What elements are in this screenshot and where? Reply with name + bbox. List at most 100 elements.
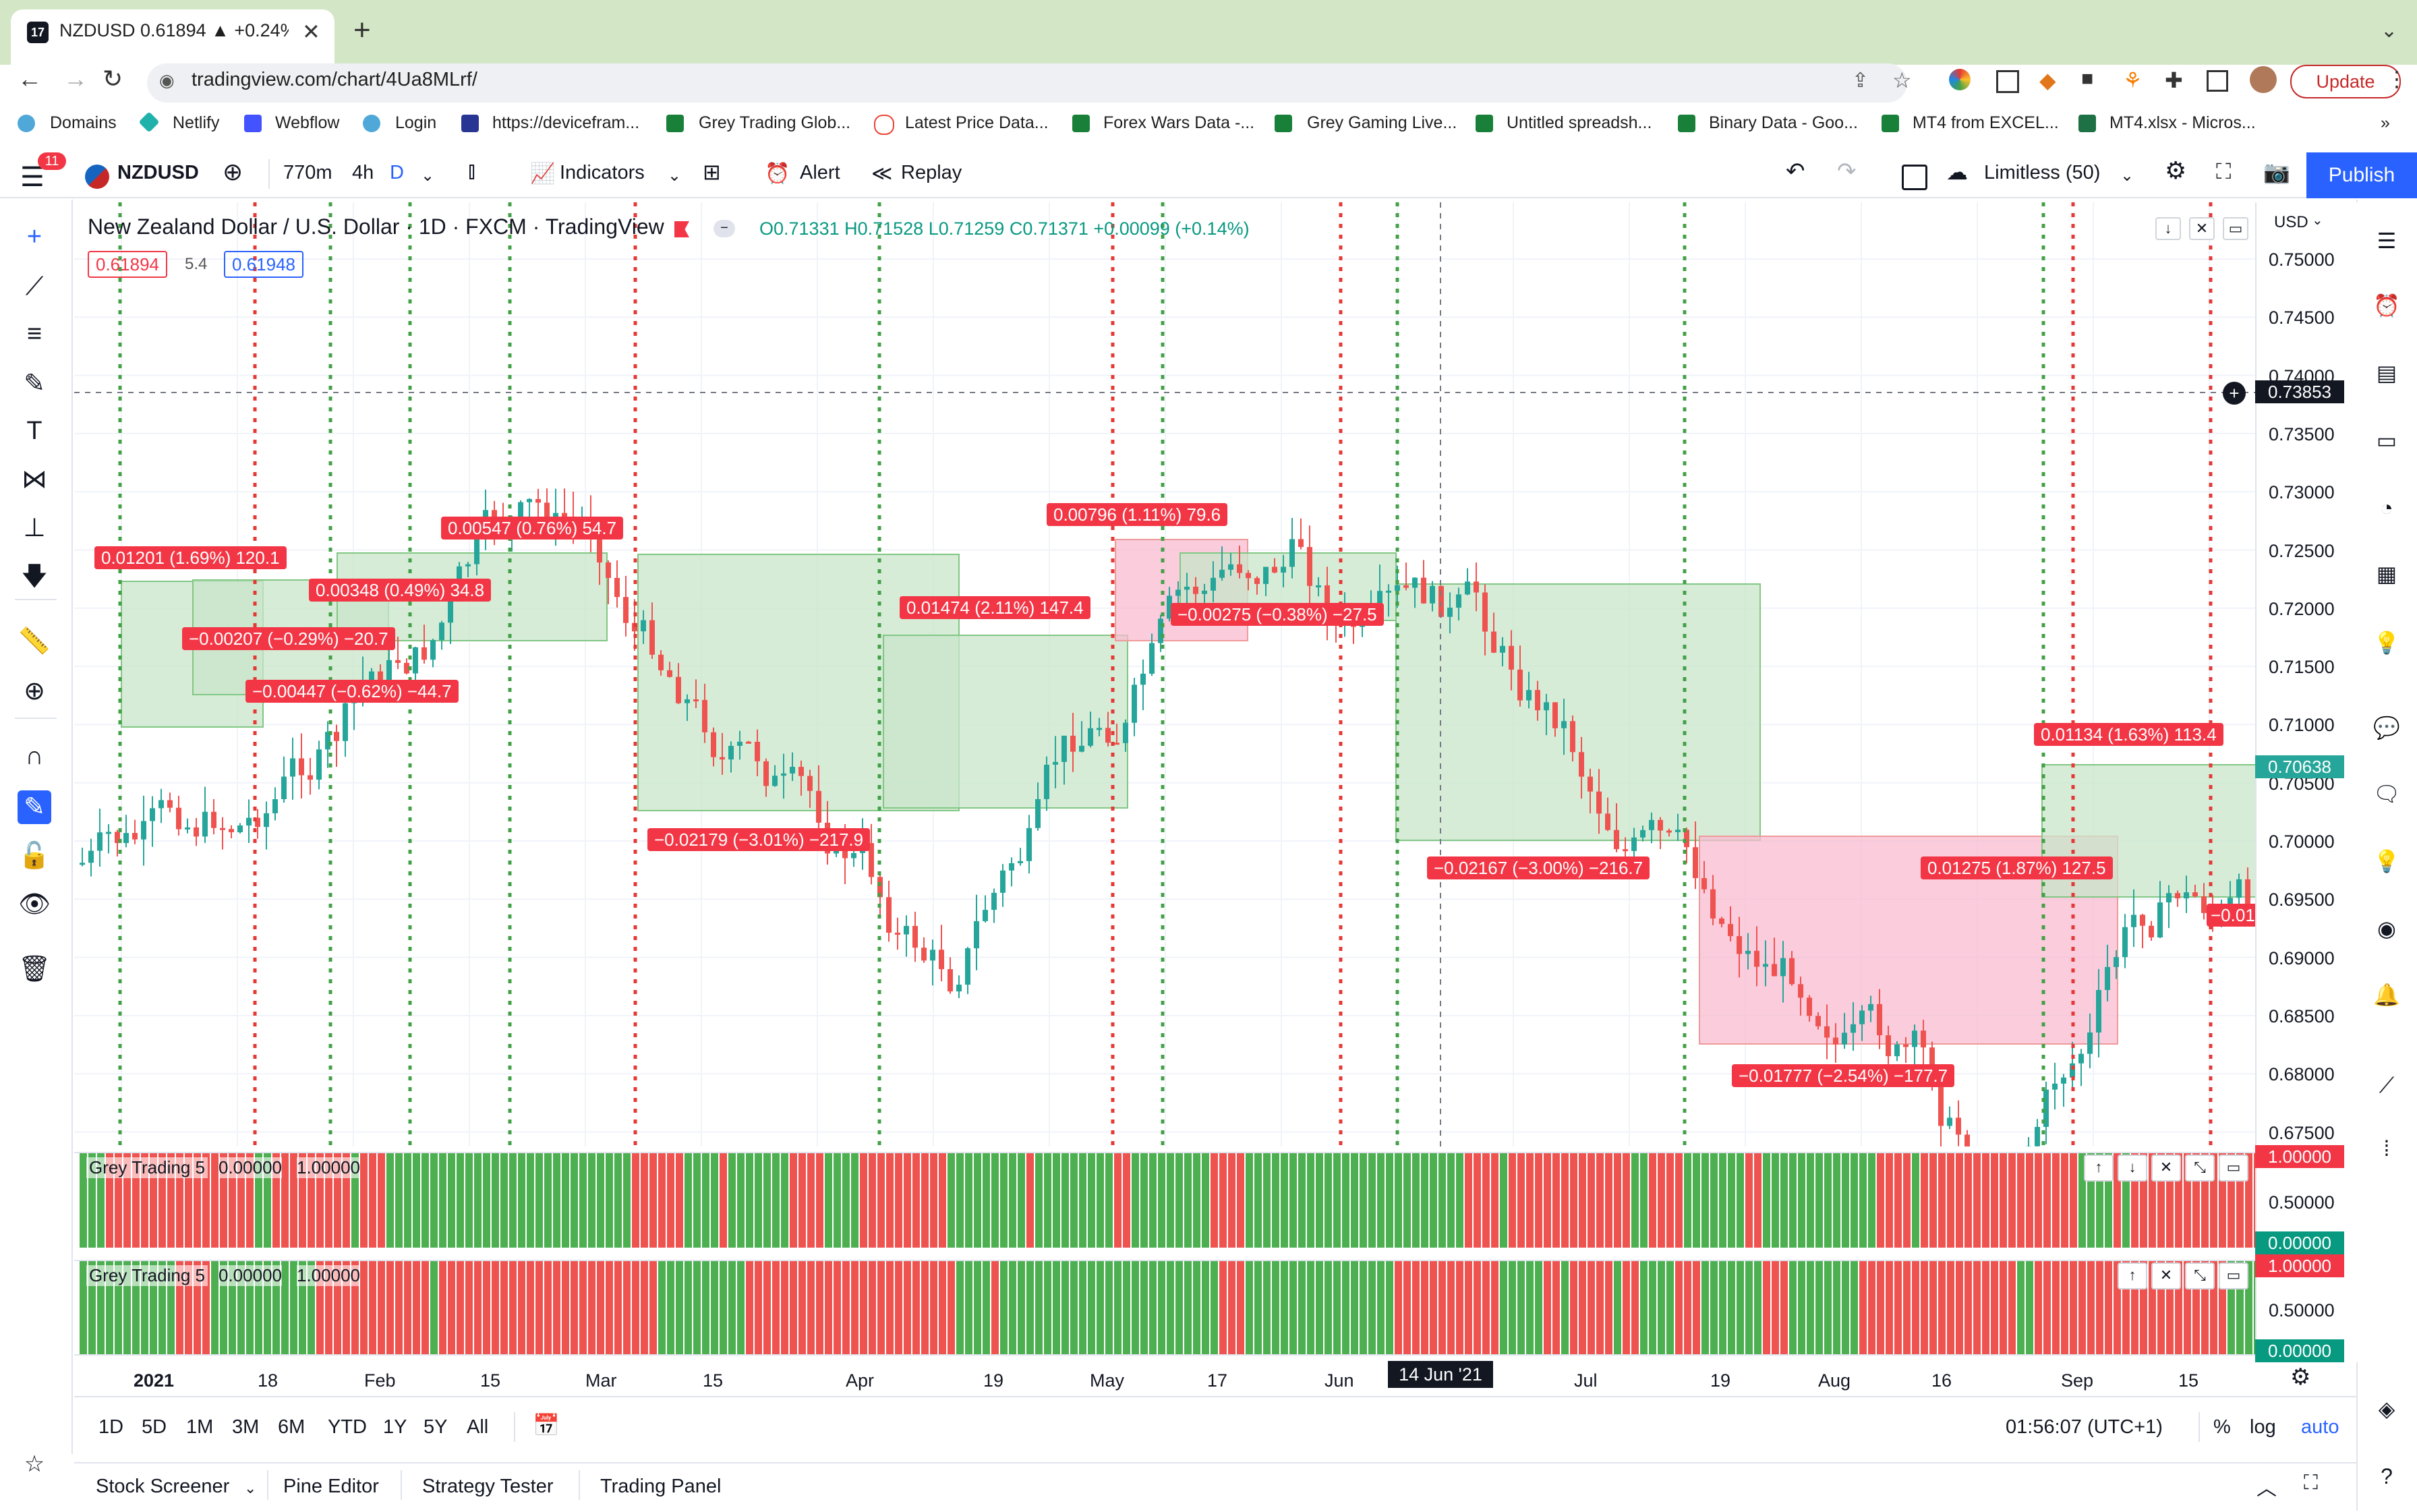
- percent-scale-toggle[interactable]: %: [2213, 1416, 2231, 1438]
- crosshair-icon[interactable]: +: [18, 220, 51, 254]
- favorites-star-icon[interactable]: ☆: [18, 1447, 51, 1481]
- pane-2-collapse-icon[interactable]: ⤡: [2185, 1262, 2215, 1289]
- replay-button[interactable]: Replay: [901, 162, 962, 184]
- bookmark-netlify[interactable]: Netlify: [173, 113, 219, 133]
- publish-button[interactable]: Publish: [2306, 152, 2417, 198]
- text-tool-icon[interactable]: T: [18, 414, 51, 448]
- main-chart-pane[interactable]: [74, 202, 2255, 1146]
- layers-icon[interactable]: ◈: [2371, 1393, 2402, 1424]
- tab-stock-screener[interactable]: Stock Screener: [96, 1476, 229, 1498]
- forward-icon[interactable]: →: [63, 65, 88, 93]
- redo-icon[interactable]: ↷: [1837, 158, 1857, 185]
- range-6m[interactable]: 6M: [278, 1416, 305, 1438]
- layout-dropdown-icon[interactable]: ⌄: [2120, 166, 2134, 185]
- screener-dropdown-icon[interactable]: ⌄: [244, 1480, 256, 1497]
- range-label-7[interactable]: 0.01474 (2.11%) 147.4: [900, 596, 1090, 619]
- bookmark-domains[interactable]: Domains: [50, 113, 117, 133]
- site-info-icon[interactable]: ◉: [159, 70, 175, 91]
- lock-icon[interactable]: 🔓: [18, 839, 51, 873]
- range-label-9[interactable]: −0.02179 (−3.01%) −217.9: [647, 828, 870, 851]
- bid-price-button[interactable]: 0.61894: [88, 251, 167, 278]
- tab-trading-panel[interactable]: Trading Panel: [600, 1476, 721, 1498]
- chats-icon[interactable]: 💬: [2371, 712, 2402, 743]
- range-all[interactable]: All: [467, 1416, 488, 1438]
- range-label-12[interactable]: 0.01275 (1.87%) 127.5: [1921, 856, 2113, 879]
- range-5y[interactable]: 5Y: [424, 1416, 447, 1438]
- notifications-bell-icon[interactable]: 🔔: [2371, 979, 2402, 1010]
- bookmark-forex-wars[interactable]: Forex Wars Data -...: [1103, 113, 1254, 133]
- auto-scale-toggle[interactable]: auto: [2301, 1416, 2339, 1438]
- settings-gear-icon[interactable]: ⚙: [2165, 156, 2186, 185]
- ideas-stream-icon[interactable]: 💡: [2371, 846, 2402, 877]
- symbol-search-button[interactable]: NZDUSD: [117, 162, 199, 184]
- watchlist-icon[interactable]: ☰: [2371, 225, 2402, 256]
- range-1d[interactable]: 1D: [98, 1416, 123, 1438]
- trading-icon[interactable]: ⟋: [2371, 1070, 2402, 1101]
- range-label-11[interactable]: −0.01777 (−2.54%) −177.7: [1732, 1064, 1954, 1087]
- back-icon[interactable]: ←: [18, 65, 42, 93]
- log-scale-toggle[interactable]: log: [2250, 1416, 2276, 1438]
- alert-button[interactable]: Alert: [800, 162, 840, 184]
- maximize-panel-icon[interactable]: ⛶: [2304, 1472, 2318, 1494]
- trash-icon[interactable]: 🗑: [18, 952, 51, 986]
- metamask-icon[interactable]: ◆: [2039, 67, 2056, 93]
- fullscreen-box-icon[interactable]: [1902, 165, 1927, 190]
- undo-icon[interactable]: ↶: [1786, 158, 1805, 185]
- range-1y[interactable]: 1Y: [383, 1416, 407, 1438]
- pane-1-close-icon[interactable]: ✕: [2151, 1155, 2181, 1182]
- bookmark-latest-price[interactable]: Latest Price Data...: [905, 113, 1049, 133]
- indicators-dropdown-icon[interactable]: ⌄: [668, 166, 681, 185]
- bookmark-star-icon[interactable]: ☆: [1892, 67, 1912, 93]
- interval-4h[interactable]: 4h: [352, 162, 374, 184]
- bookmark-grey-trading[interactable]: Grey Trading Glob...: [699, 113, 850, 133]
- measure-icon[interactable]: ⊥: [18, 511, 51, 545]
- pane-2-close-icon[interactable]: ✕: [2151, 1262, 2181, 1289]
- candles-chart-type-icon[interactable]: ⫾: [468, 158, 475, 184]
- news-icon[interactable]: ▤: [2371, 357, 2402, 388]
- more-bookmarks-icon[interactable]: »: [2381, 113, 2390, 133]
- pane-1-collapse-icon[interactable]: ⤡: [2185, 1155, 2215, 1182]
- pane-move-down-icon[interactable]: ↓: [2155, 217, 2181, 240]
- range-label-8[interactable]: −0.00275 (−0.38%) −27.5: [1171, 603, 1384, 626]
- ask-price-button[interactable]: 0.61948: [224, 251, 303, 278]
- bookmark-mt4-excel[interactable]: MT4 from EXCEL...: [1913, 113, 2059, 133]
- tab-list-chevron-icon[interactable]: ⌄: [2381, 19, 2397, 42]
- streams-icon[interactable]: ◉: [2371, 913, 2402, 944]
- tab-strategy-tester[interactable]: Strategy Tester: [422, 1476, 554, 1498]
- ruler-icon[interactable]: 📏: [18, 624, 51, 658]
- extension-orange-icon[interactable]: ⚘: [2123, 67, 2143, 93]
- bookmark-webflow[interactable]: Webflow: [275, 113, 339, 133]
- range-3m[interactable]: 3M: [232, 1416, 259, 1438]
- range-label-5[interactable]: −0.00447 (−0.62%) −44.7: [245, 680, 459, 703]
- zoom-icon[interactable]: ⊕: [18, 674, 51, 708]
- range-label-14[interactable]: −0.01: [2207, 904, 2259, 927]
- time-axis[interactable]: [74, 1354, 2255, 1395]
- messages-icon[interactable]: 🗨: [2371, 778, 2402, 809]
- pane-collapse-icon[interactable]: ✕: [2189, 217, 2215, 240]
- browser-menu-icon[interactable]: ⋮: [2386, 66, 2408, 92]
- clock-timezone[interactable]: 01:56:07 (UTC+1): [2006, 1416, 2163, 1438]
- currency-selector[interactable]: USD: [2274, 213, 2308, 232]
- pane-1-maximize-icon[interactable]: ▭: [2219, 1155, 2248, 1182]
- bookmark-mt4-xlsx[interactable]: MT4.xlsx - Micros...: [2109, 113, 2256, 133]
- stay-in-drawing-mode-icon[interactable]: ✎: [18, 790, 51, 824]
- magnet-icon[interactable]: ∩: [18, 739, 51, 773]
- go-to-date-icon[interactable]: 📅: [533, 1412, 560, 1438]
- range-label-1[interactable]: 0.01201 (1.69%) 120.1: [94, 546, 287, 569]
- indicators-button[interactable]: Indicators: [560, 162, 645, 184]
- brush-icon[interactable]: ✎: [18, 367, 51, 401]
- extension-dark-icon[interactable]: ■: [2081, 67, 2093, 90]
- axis-settings-gear-icon[interactable]: ⚙: [2290, 1364, 2310, 1391]
- bookmark-untitled[interactable]: Untitled spreadsh...: [1507, 113, 1652, 133]
- pane-2-maximize-icon[interactable]: ▭: [2219, 1262, 2248, 1289]
- range-label-13[interactable]: 0.01134 (1.63%) 113.4: [2034, 723, 2223, 746]
- layout-name-button[interactable]: Limitless (50): [1984, 162, 2100, 184]
- extensions-puzzle-icon[interactable]: ✚: [2165, 67, 2183, 93]
- pattern-icon[interactable]: ⋈: [18, 463, 51, 496]
- calendar-icon[interactable]: ▦: [2371, 558, 2402, 589]
- add-alert-plus-icon[interactable]: +: [2223, 382, 2246, 405]
- share-icon[interactable]: ⇪: [1852, 69, 1869, 92]
- pane-1-down-icon[interactable]: ↓: [2118, 1155, 2147, 1182]
- help-icon[interactable]: ?: [2371, 1461, 2402, 1492]
- compare-symbol-icon[interactable]: ⊕: [223, 158, 243, 186]
